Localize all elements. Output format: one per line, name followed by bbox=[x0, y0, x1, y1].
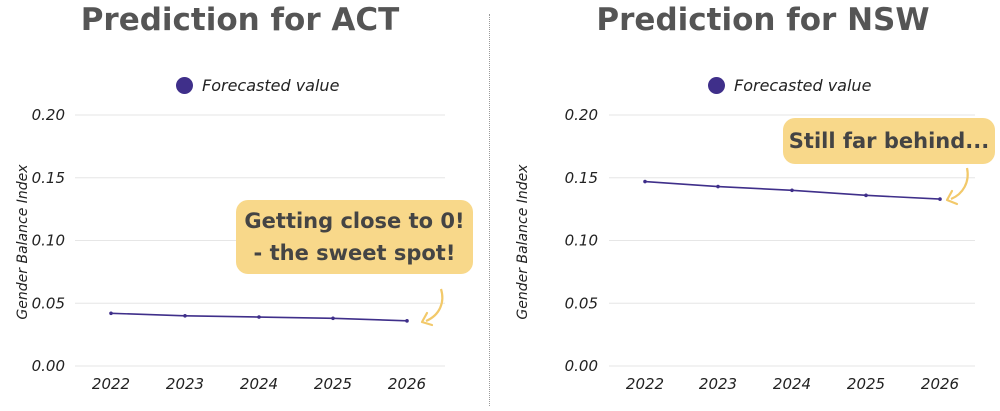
y-tick-label: 0.10 bbox=[32, 232, 65, 250]
legend: Forecasted value bbox=[176, 74, 339, 96]
data-point bbox=[716, 184, 720, 189]
y-tick-label: 0.00 bbox=[32, 357, 65, 375]
annotation-callout: Still far behind... bbox=[783, 118, 995, 164]
annotation-line: Still far behind... bbox=[788, 129, 990, 153]
data-point bbox=[405, 319, 409, 323]
data-point bbox=[331, 316, 335, 321]
data-point bbox=[864, 193, 868, 198]
legend: Forecasted value bbox=[708, 74, 871, 96]
annotation-callout: Getting close to 0! - the sweet spot! bbox=[236, 200, 473, 274]
y-tick-label: 0.15 bbox=[32, 169, 65, 187]
chart-title: Prediction for ACT bbox=[80, 2, 400, 38]
data-point bbox=[643, 179, 647, 184]
y-tick-label: 0.20 bbox=[32, 106, 65, 124]
legend-marker bbox=[176, 76, 193, 94]
chart-panel-nsw: Prediction for NSW Forecasted value Gend… bbox=[500, 0, 1000, 411]
panel-divider bbox=[489, 14, 490, 406]
legend-label: Forecasted value bbox=[734, 75, 872, 95]
data-point bbox=[938, 197, 942, 201]
annotation-line: Getting close to 0! bbox=[244, 209, 465, 233]
data-point bbox=[183, 314, 187, 318]
x-tick-label: 2026 bbox=[921, 375, 959, 393]
x-tick-label: 2024 bbox=[773, 375, 811, 393]
x-tick-label: 2025 bbox=[314, 375, 352, 393]
legend-label: Forecasted value bbox=[202, 75, 340, 95]
x-tick-label: 2022 bbox=[626, 375, 664, 393]
x-tick-label: 2024 bbox=[240, 375, 278, 393]
x-tick-label: 2026 bbox=[388, 375, 426, 393]
x-tick-label: 2023 bbox=[166, 375, 204, 393]
y-tick-label: 0.00 bbox=[565, 357, 598, 375]
x-tick-label: 2025 bbox=[847, 375, 885, 393]
chart-title: Prediction for NSW bbox=[596, 2, 930, 38]
data-point bbox=[109, 311, 113, 316]
y-tick-label: 0.05 bbox=[565, 294, 598, 312]
y-tick-label: 0.05 bbox=[32, 294, 65, 312]
data-point bbox=[790, 188, 794, 193]
data-point bbox=[257, 315, 261, 319]
x-tick-label: 2023 bbox=[699, 375, 737, 393]
plot-area: 0.00 0.05 0.10 0.15 0.20 2022 2023 2024 2025 2026 bbox=[565, 106, 975, 393]
annotation-line: - the sweet spot! bbox=[253, 241, 456, 265]
legend-marker bbox=[708, 76, 725, 94]
y-tick-label: 0.15 bbox=[565, 169, 598, 187]
chart-panel-act: Prediction for ACT Forecasted value Gend… bbox=[15, 2, 473, 393]
y-tick-label: 0.20 bbox=[565, 106, 598, 124]
y-tick-label: 0.10 bbox=[565, 232, 598, 250]
x-tick-label: 2022 bbox=[92, 375, 130, 393]
